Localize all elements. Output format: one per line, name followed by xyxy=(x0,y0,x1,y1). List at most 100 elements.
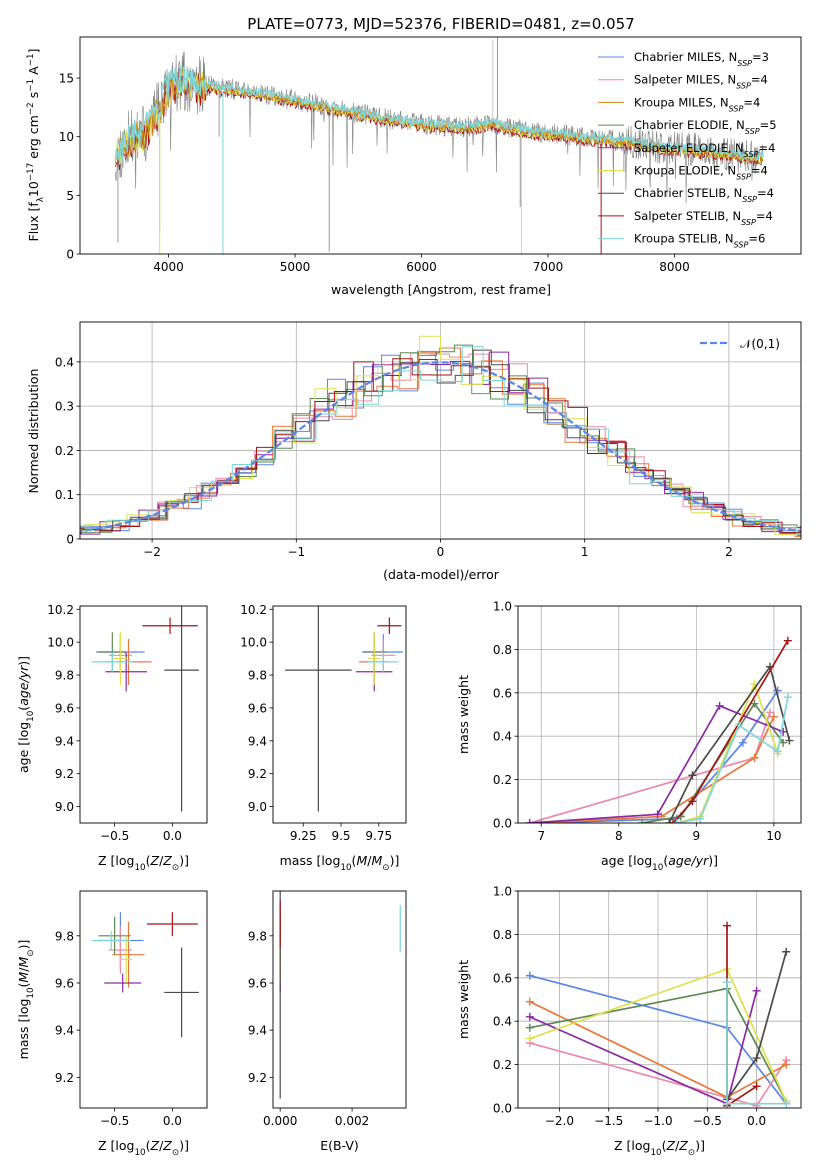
x-tick-label: −0.5 xyxy=(100,1114,129,1128)
y-tick-label: 0.0 xyxy=(493,1102,512,1116)
y-tick-label: 9.2 xyxy=(248,767,267,781)
y-tick-label: 1.0 xyxy=(493,885,512,899)
y-tick-label: 0.4 xyxy=(55,355,74,369)
x-tick-label: 9.25 xyxy=(290,829,317,843)
spectrum-model-line xyxy=(114,71,764,164)
y-tick-label: 0.6 xyxy=(493,971,512,985)
label-part: mass [log xyxy=(280,853,341,868)
label-part: 10 xyxy=(134,1148,145,1158)
label-part: ⊙ xyxy=(382,863,389,873)
label-part: )] xyxy=(179,1138,189,1153)
weight-marker xyxy=(688,797,697,806)
weight-marker xyxy=(525,819,534,823)
y-tick-label: 0.6 xyxy=(493,686,512,700)
label-part: Z xyxy=(162,1138,172,1153)
y-axis-label: Flux [fλ10−17 erg cm−2 s−1 A−1] xyxy=(26,49,46,242)
x-axis-label: E(B-V) xyxy=(320,1138,359,1153)
weight-marker xyxy=(669,819,678,823)
label-part: ⊙ xyxy=(688,1148,695,1158)
label-part: =4 xyxy=(751,164,768,178)
legend-label: Salpeter STELIB, NSSP=4 xyxy=(634,209,773,227)
x-tick-label: 9.5 xyxy=(331,829,350,843)
label-part: Kroupa ELODIE, N xyxy=(634,164,736,178)
plot-area xyxy=(91,606,199,812)
weight-marker xyxy=(779,738,788,747)
weight-marker xyxy=(782,1099,791,1108)
label-part: =4 xyxy=(756,209,773,223)
errorbar-point xyxy=(285,606,352,812)
x-axis-label: wavelength [Angstrom, rest frame] xyxy=(331,282,551,297)
axes-border xyxy=(79,605,208,824)
x-tick-label: 0.0 xyxy=(163,1114,182,1128)
weight-line xyxy=(529,990,758,1105)
legend-label: Kroupa STELIB, NSSP=6 xyxy=(634,232,765,250)
weight-series xyxy=(665,662,794,823)
label-part: erg cm xyxy=(26,115,41,163)
label-part: =5 xyxy=(760,118,777,132)
weight-marker xyxy=(525,997,534,1006)
label-part: / xyxy=(16,967,31,972)
label-part: −1 xyxy=(26,53,36,66)
label-part: ⊙ xyxy=(172,1148,179,1158)
label-part: A xyxy=(26,66,41,79)
weight-marker xyxy=(765,708,774,717)
y-tick-label: 5 xyxy=(66,189,74,203)
weight-marker xyxy=(752,1082,761,1091)
label-part: Chabrier MILES, N xyxy=(634,50,737,64)
legend-label: Salpeter MILES, NSSP=4 xyxy=(634,73,768,91)
y-tick-label: 0.8 xyxy=(493,928,512,942)
weight-series xyxy=(537,712,778,823)
label-part: ( xyxy=(146,853,151,868)
weight-line xyxy=(541,690,779,823)
label-part: Z xyxy=(678,1138,688,1153)
x-tick-label: −0.5 xyxy=(100,829,129,843)
weight-marker xyxy=(783,693,792,702)
panel-age_vs_mass: 9.25 9.5 9.75 9.0 9.2 9.4 9.6 9.8 10.0 10.2 mass [… xyxy=(240,603,407,873)
weight-marker xyxy=(773,747,782,756)
legend: 𝒩(0,1) xyxy=(700,337,780,351)
label-part: Flux [f xyxy=(26,202,41,242)
weight-marker xyxy=(750,699,759,708)
axes-frame: −2 −1 0 1 2 0 0.1 0.2 0.3 0.4 xyxy=(55,355,733,559)
weight-marker xyxy=(752,986,761,995)
weight-marker xyxy=(688,771,697,780)
label-part: 10 xyxy=(650,1148,661,1158)
x-axis-label: age [log10(age/yr)] xyxy=(601,853,718,873)
label-part: λ xyxy=(36,197,46,202)
y-axis-label: age [log10(age/yr)] xyxy=(16,656,36,773)
plot-area xyxy=(80,335,801,538)
label-part: −17 xyxy=(26,163,36,181)
weight-marker xyxy=(525,1034,534,1043)
y-tick-label: 9.6 xyxy=(55,701,74,715)
y-tick-label: 0.0 xyxy=(493,817,512,831)
x-axis-label: (data-model)/error xyxy=(383,567,500,582)
label-part: age [log xyxy=(16,722,31,773)
label-part: ( xyxy=(16,983,31,988)
label-part: M xyxy=(16,972,31,983)
label-part: −1 xyxy=(26,79,36,92)
weight-series xyxy=(525,1038,791,1108)
label-part: =4 xyxy=(743,95,760,109)
label-part: SSP xyxy=(742,195,757,204)
y-tick-label: 9.0 xyxy=(248,800,267,814)
y-tick-label: 0 xyxy=(66,533,74,547)
label-part: Z [log xyxy=(614,1138,650,1153)
label-part: −2 xyxy=(26,102,36,115)
weight-marker xyxy=(525,1012,534,1021)
weight-series xyxy=(723,978,791,1108)
x-tick-label: 10 xyxy=(766,829,781,843)
plot-area xyxy=(285,606,403,812)
y-tick-label: 1.0 xyxy=(493,600,512,614)
y-tick-label: 9.4 xyxy=(55,1024,74,1038)
weight-marker xyxy=(638,819,647,823)
legend-label: Kroupa MILES, NSSP=4 xyxy=(634,95,760,113)
weight-marker xyxy=(537,819,546,823)
axes-border xyxy=(272,605,407,824)
label-part: mass [log xyxy=(16,999,31,1060)
label-part: E(B-V) xyxy=(320,1138,359,1153)
label-part: Z xyxy=(150,1138,160,1153)
weight-marker xyxy=(525,1023,534,1032)
